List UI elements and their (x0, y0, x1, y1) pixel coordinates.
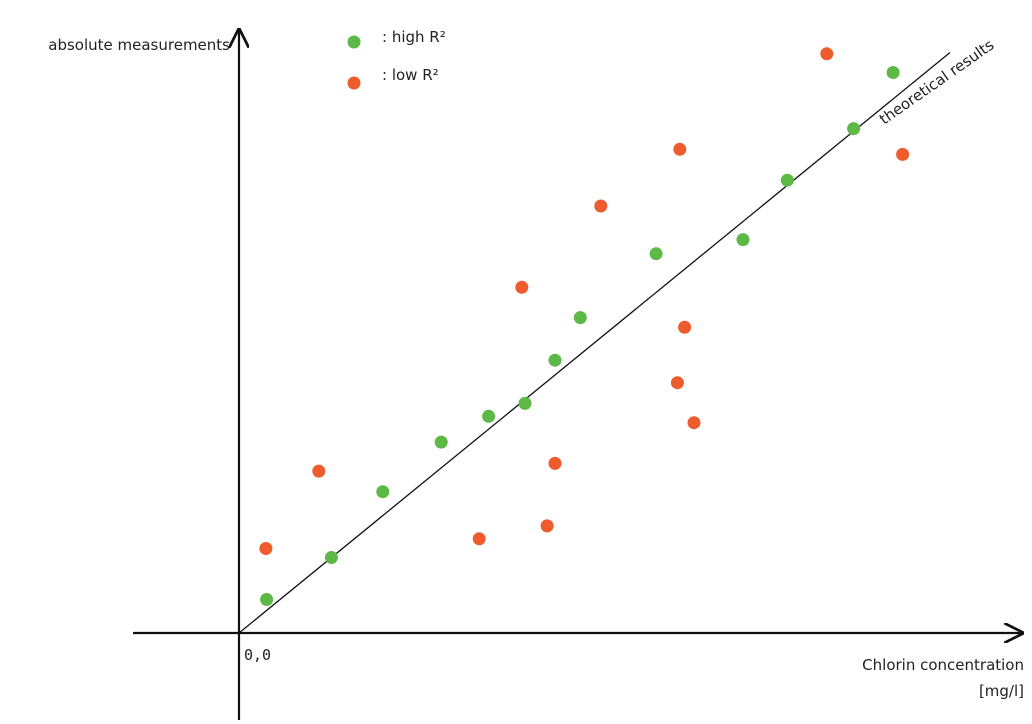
data-point-low-r2 (540, 519, 554, 533)
data-point-high-r2 (482, 409, 496, 423)
data-point-low-r2 (678, 320, 692, 334)
data-point-low-r2 (259, 542, 273, 555)
data-point-low-r2 (472, 532, 486, 546)
data-point-low-r2 (594, 199, 608, 213)
data-point-high-r2 (260, 593, 274, 606)
legend-marker-high (347, 35, 361, 49)
x-axis-label-line2: [mg/l] (979, 682, 1024, 700)
data-point-low-r2 (515, 280, 529, 294)
y-axis-label: absolute measurements (48, 36, 230, 54)
data-point-high-r2 (847, 122, 861, 136)
data-point-low-r2 (673, 142, 687, 156)
data-point-low-r2 (687, 416, 701, 430)
data-point-high-r2 (573, 311, 587, 325)
data-point-high-r2 (548, 353, 562, 367)
data-point-high-r2 (736, 233, 750, 247)
theoretical-results-label: theoretical results (876, 36, 997, 129)
data-point-high-r2 (518, 396, 532, 410)
data-point-low-r2 (670, 376, 684, 390)
data-point-low-r2 (548, 456, 562, 470)
legend-marker-low (347, 76, 361, 90)
origin-label: 0,0 (244, 646, 271, 664)
data-point-high-r2 (780, 173, 794, 187)
data-point-high-r2 (376, 485, 390, 499)
data-point-high-r2 (324, 551, 338, 564)
data-point-low-r2 (820, 47, 834, 61)
data-point-low-r2 (896, 147, 910, 161)
legend: : high R² : low R² (347, 28, 446, 90)
theoretical-results-line (238, 51, 951, 634)
data-point-high-r2 (886, 66, 900, 79)
data-point-high-r2 (649, 247, 663, 261)
legend-label-high: : high R² (382, 28, 446, 46)
data-points (259, 47, 910, 606)
data-point-low-r2 (312, 464, 326, 478)
x-axis-label-line1: Chlorin concentration (862, 656, 1024, 674)
legend-label-low: : low R² (382, 66, 439, 84)
data-point-high-r2 (434, 435, 448, 449)
